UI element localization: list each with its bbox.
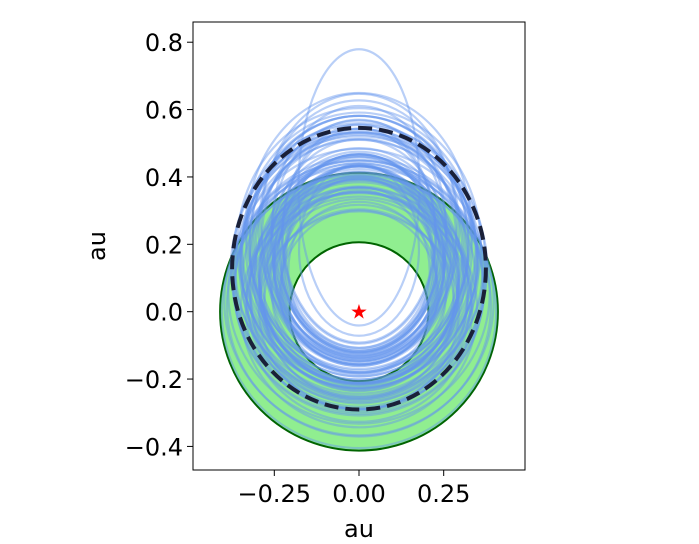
habitable-zone-ring bbox=[220, 173, 498, 450]
sampled-orbit bbox=[257, 170, 461, 384]
sampled-orbit bbox=[276, 165, 442, 359]
sampled-orbit bbox=[241, 111, 477, 381]
sampled-orbit bbox=[272, 164, 446, 362]
sampled-orbit bbox=[240, 122, 478, 385]
sampled-orbit bbox=[270, 203, 448, 383]
sampled-orbit bbox=[238, 138, 480, 395]
y-tick-label: 0.8 bbox=[145, 29, 183, 57]
y-tick-label: −0.2 bbox=[125, 366, 183, 394]
sampled-orbit bbox=[282, 165, 436, 351]
y-tick-label: 0.6 bbox=[145, 97, 183, 125]
reference-orbit-dashed bbox=[230, 125, 488, 412]
x-tick-label: −0.25 bbox=[238, 480, 312, 508]
sampled-orbit bbox=[273, 177, 445, 366]
sampled-orbit bbox=[272, 174, 446, 366]
sampled-orbit bbox=[283, 177, 435, 355]
sampled-orbit bbox=[273, 155, 445, 358]
sampled-orbit bbox=[271, 163, 447, 363]
sampled-orbit bbox=[254, 130, 464, 372]
sampled-orbit bbox=[258, 175, 460, 386]
sampled-orbit bbox=[241, 159, 477, 402]
sampled-orbit bbox=[257, 171, 461, 385]
x-tick-label: 0.00 bbox=[332, 480, 385, 508]
sampled-orbit bbox=[278, 152, 440, 353]
y-tick-label: −0.4 bbox=[125, 433, 183, 461]
sampled-orbit bbox=[252, 168, 466, 390]
y-tick-label: 0.0 bbox=[145, 299, 183, 327]
sampled-orbit bbox=[281, 123, 437, 344]
sampled-orbit bbox=[297, 48, 421, 327]
sampled-orbit bbox=[248, 176, 470, 401]
x-tick-label: 0.25 bbox=[417, 480, 470, 508]
sampled-orbit bbox=[248, 114, 470, 374]
sampled-orbit bbox=[278, 209, 440, 374]
x-axis-ticks: −0.25 0.00 0.25 bbox=[238, 470, 470, 508]
sampled-orbit bbox=[258, 185, 460, 392]
sampled-orbit bbox=[259, 197, 459, 399]
y-tick-label: 0.4 bbox=[145, 164, 183, 192]
sampled-orbit bbox=[250, 133, 468, 378]
sampled-orbit bbox=[248, 137, 470, 381]
sampled-orbit bbox=[239, 131, 479, 390]
y-axis-ticks: −0.4 −0.2 0.0 0.2 0.4 0.6 0.8 bbox=[125, 29, 193, 461]
sampled-orbit bbox=[245, 91, 473, 371]
sampled-orbit bbox=[239, 191, 479, 429]
sampled-orbit bbox=[220, 174, 498, 450]
x-axis-label: au bbox=[344, 515, 374, 543]
sampled-orbit bbox=[248, 181, 470, 405]
sampled-orbit bbox=[270, 138, 448, 358]
sampled-orbit bbox=[254, 161, 464, 385]
sampled-orbit bbox=[285, 165, 433, 349]
sampled-orbit bbox=[263, 147, 455, 367]
sampled-orbit bbox=[271, 104, 447, 350]
sampled-orbit bbox=[279, 164, 439, 355]
sampled-orbit bbox=[248, 114, 470, 374]
y-tick-label: 0.2 bbox=[145, 231, 183, 259]
sampled-orbit bbox=[259, 92, 459, 357]
sampled-orbit bbox=[245, 186, 473, 413]
sampled-orbit bbox=[225, 172, 493, 438]
sampled-orbit bbox=[223, 165, 495, 437]
sampled-orbit bbox=[271, 153, 447, 360]
sampled-orbit bbox=[266, 156, 452, 366]
habitable-zone-inner-edge bbox=[288, 241, 430, 383]
sampled-orbit bbox=[270, 118, 448, 353]
sampled-orbit bbox=[259, 179, 459, 387]
sampled-orbit bbox=[297, 162, 421, 337]
sampled-orbit bbox=[244, 195, 474, 423]
sampled-orbit bbox=[260, 119, 458, 362]
sampled-orbit bbox=[280, 200, 438, 368]
habitable-zone-outer-edge bbox=[219, 171, 499, 452]
sampled-orbits bbox=[220, 48, 498, 450]
sampled-orbit bbox=[269, 186, 449, 376]
sampled-orbit bbox=[265, 150, 453, 366]
sampled-orbit bbox=[277, 153, 441, 354]
star-marker: ★ bbox=[350, 300, 368, 324]
sampled-orbit bbox=[281, 177, 437, 357]
sampled-orbit bbox=[244, 114, 474, 378]
sampled-orbit bbox=[268, 153, 450, 363]
sampled-orbit bbox=[227, 159, 491, 425]
sampled-orbit bbox=[252, 132, 466, 375]
sampled-orbit bbox=[263, 191, 455, 388]
sampled-orbit bbox=[287, 188, 431, 354]
sampled-orbit bbox=[245, 178, 473, 408]
sampled-orbit bbox=[257, 99, 461, 360]
y-axis-label: au bbox=[83, 231, 111, 261]
sampled-orbit bbox=[280, 185, 438, 361]
sampled-orbit bbox=[234, 135, 484, 400]
sampled-orbit bbox=[236, 106, 482, 385]
sampled-orbit bbox=[262, 208, 456, 400]
sampled-orbit bbox=[259, 190, 459, 393]
